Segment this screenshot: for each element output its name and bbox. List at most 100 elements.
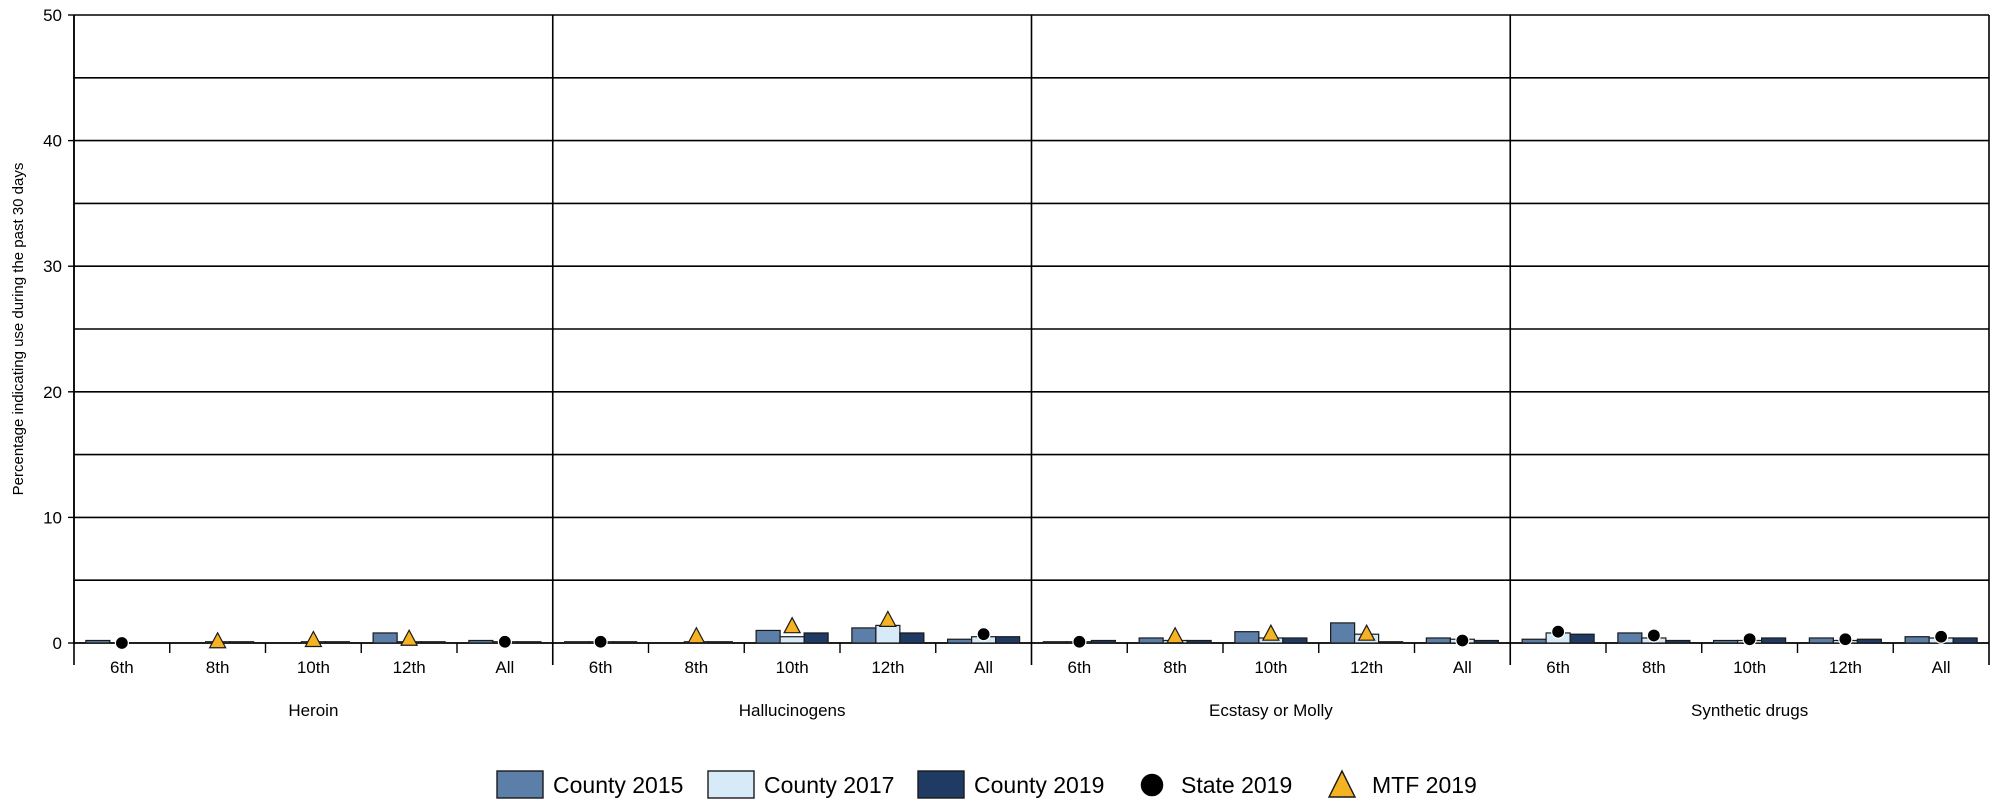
bar-county-2015 [372, 632, 398, 644]
marker-mtf-2019 [400, 628, 419, 646]
bar-county-2019 [1761, 637, 1787, 644]
bar-county-2017 [875, 624, 901, 644]
bar-county-2019 [1090, 639, 1116, 644]
bar-county-2019 [899, 632, 925, 644]
bar-county-2015 [1330, 622, 1356, 644]
y-tick-label: 50 [43, 6, 62, 25]
bar-county-2015 [468, 639, 494, 644]
marker-mtf-2019 [1357, 623, 1376, 641]
bar-county-2015 [1521, 638, 1547, 644]
legend-mtf-2019-label: MTF 2019 [1372, 772, 1477, 798]
bar-county-2019 [229, 641, 255, 644]
x-tick-label: 12th [871, 658, 904, 677]
marker-state-2019 [976, 627, 991, 642]
x-tick-label: 12th [1350, 658, 1383, 677]
x-tick-label: 10th [776, 658, 809, 677]
x-tick-label: 12th [393, 658, 426, 677]
x-tick-label: All [495, 658, 514, 677]
bar-county-2015 [1808, 637, 1834, 644]
y-tick-label: 20 [43, 383, 62, 402]
legend-county-2017-label: County 2017 [764, 772, 894, 798]
marker-state-2019 [1646, 628, 1661, 643]
y-tick-label: 30 [43, 257, 62, 276]
bar-county-2015 [1425, 637, 1451, 644]
marker-state-2019 [1838, 632, 1853, 647]
bar-county-2015 [1042, 641, 1068, 644]
legend-county-2015-label: County 2015 [553, 772, 683, 798]
marker-mtf-2019 [304, 630, 323, 648]
bar-county-2019 [1282, 637, 1308, 644]
bar-county-2019 [516, 641, 542, 644]
bar-county-2019 [995, 636, 1021, 644]
legend-county-2019-label: County 2019 [974, 772, 1104, 798]
bar-county-2019 [1569, 633, 1595, 644]
y-tick-label: 0 [53, 634, 62, 653]
x-tick-label: All [974, 658, 993, 677]
bar-county-2019 [1665, 639, 1691, 644]
legend-state-2019-label: State 2019 [1181, 772, 1292, 798]
bar-county-2015 [564, 641, 590, 644]
bar-county-2019 [707, 641, 733, 644]
x-tick-label: 10th [1733, 658, 1766, 677]
bar-county-2019 [1856, 638, 1882, 644]
x-tick-label: 8th [206, 658, 230, 677]
y-axis-label: Percentage indicating use during the pas… [10, 163, 27, 496]
bar-county-2015 [1713, 639, 1739, 644]
x-tick-label: 6th [1546, 658, 1570, 677]
bar-county-2019 [1186, 639, 1212, 644]
marker-state-2019 [1072, 634, 1087, 649]
y-tick-label: 10 [43, 508, 62, 527]
legend-mtf-2019-swatch [1327, 769, 1357, 798]
x-tick-label: 10th [1254, 658, 1287, 677]
marker-mtf-2019 [1166, 626, 1185, 644]
x-tick-label: 6th [110, 658, 134, 677]
marker-state-2019 [593, 634, 608, 649]
bar-county-2019 [420, 641, 446, 644]
bar-county-2015 [851, 627, 877, 644]
x-tick-label: 8th [1642, 658, 1666, 677]
marker-state-2019 [114, 635, 129, 651]
y-tick-label: 40 [43, 132, 62, 151]
bar-county-2015 [1234, 631, 1260, 644]
bar-county-2019 [1473, 639, 1499, 644]
marker-mtf-2019 [687, 626, 706, 644]
x-tick-label: 12th [1829, 658, 1862, 677]
group-label: Hallucinogens [739, 701, 846, 720]
bar-county-2019 [1952, 637, 1978, 644]
marker-mtf-2019 [878, 610, 897, 627]
x-tick-label: 6th [1068, 658, 1092, 677]
bar-county-2019 [324, 641, 350, 644]
bar-county-2019 [1378, 641, 1404, 644]
bar-county-2015 [1904, 636, 1930, 644]
x-tick-label: All [1453, 658, 1472, 677]
marker-mtf-2019 [208, 631, 227, 649]
bar-county-2015 [1617, 632, 1643, 644]
marker-state-2019 [497, 634, 512, 649]
marker-state-2019 [1551, 624, 1566, 639]
legend-county-2015-swatch [496, 770, 544, 799]
group-label: Heroin [288, 701, 338, 720]
bar-county-2015 [85, 639, 111, 644]
group-label: Synthetic drugs [1691, 701, 1808, 720]
x-tick-label: 6th [589, 658, 613, 677]
bar-county-2015 [755, 629, 781, 644]
marker-mtf-2019 [1261, 623, 1280, 641]
legend-county-2019-swatch [917, 770, 965, 799]
legend-county-2017-swatch [707, 770, 755, 799]
marker-mtf-2019 [783, 616, 802, 634]
bar-county-2019 [803, 632, 829, 644]
bar-county-2017 [779, 636, 805, 644]
x-tick-label: All [1932, 658, 1951, 677]
marker-state-2019 [1934, 629, 1949, 644]
x-tick-label: 10th [297, 658, 330, 677]
marker-state-2019 [1455, 633, 1470, 648]
legend-state-2019-swatch [1139, 772, 1165, 798]
group-label: Ecstasy or Molly [1209, 701, 1333, 720]
x-tick-label: 8th [1163, 658, 1187, 677]
marker-state-2019 [1742, 632, 1757, 647]
bar-county-2019 [612, 641, 638, 644]
bar-county-2015 [1138, 637, 1164, 644]
x-tick-label: 8th [685, 658, 709, 677]
bar-county-2015 [947, 638, 973, 644]
